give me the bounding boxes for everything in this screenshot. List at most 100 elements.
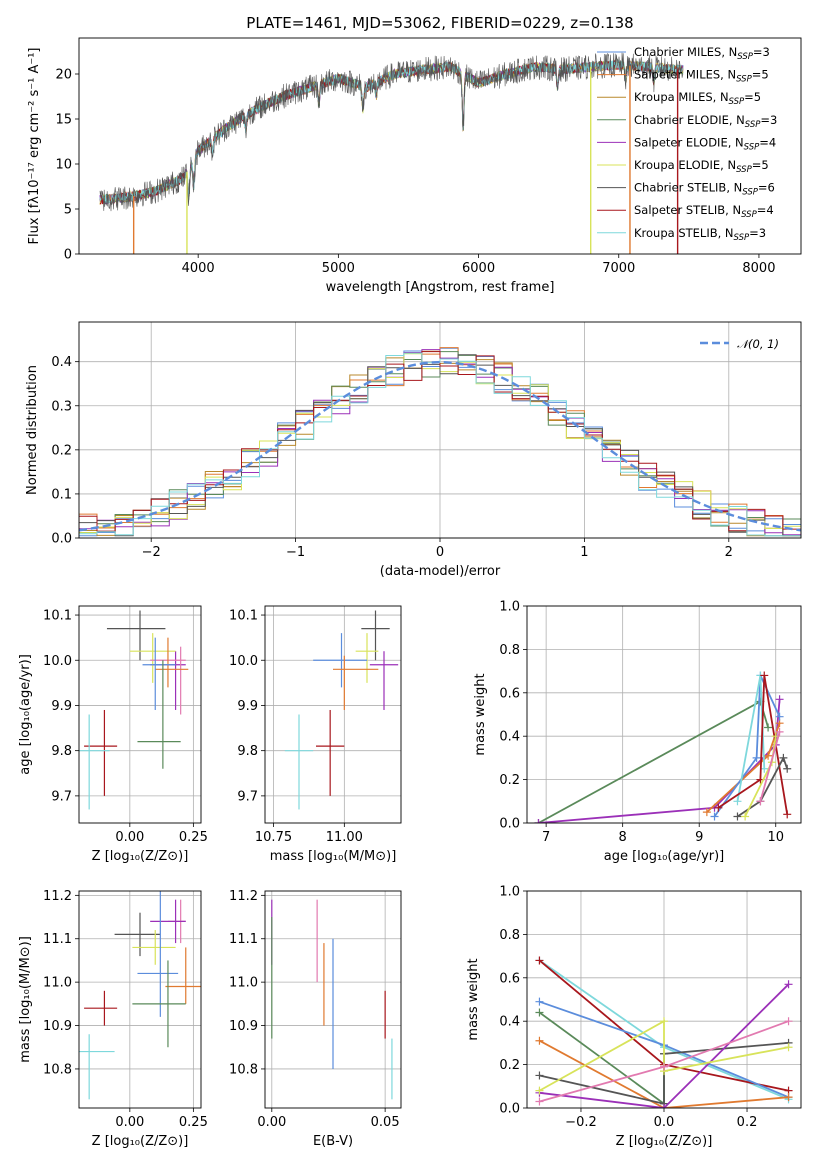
y-tick-label: 0.0 <box>499 1102 520 1117</box>
legend-entry: 𝒩(0, 1) <box>737 337 779 351</box>
errorbar-point <box>313 633 367 688</box>
y-tick-label: 10.8 <box>43 1062 72 1077</box>
errorbar-point <box>142 637 176 710</box>
x-axis-label: Z [log₁₀(Z/Z⊙)] <box>92 1134 189 1149</box>
weight-marker <box>535 1071 544 1080</box>
x-tick-label: 0.00 <box>257 1115 286 1130</box>
y-tick-label: 11.2 <box>229 889 258 904</box>
x-tick-label: 7 <box>542 830 550 845</box>
panel-spectrum: 4000 5000 6000 7000 8000 0 5 10 15 20 wavelength [… <box>27 14 802 295</box>
weight-marker <box>764 723 773 732</box>
panel-residuals: −2 −1 0 1 2 0.0 0.1 0.2 0.3 0.4 (data-model)/error… <box>25 321 802 579</box>
x-tick-label: 9 <box>695 830 703 845</box>
x-axis-label: Z [log₁₀(Z/Z⊙)] <box>92 849 189 864</box>
errorbar-point <box>333 655 379 710</box>
x-tick-label: 1 <box>580 545 588 560</box>
y-tick-label: 0.2 <box>499 1058 520 1073</box>
histogram-series <box>79 352 801 538</box>
legend-entry: Kroupa STELIB, NSSP=3 <box>634 226 766 243</box>
axes-frame <box>78 890 202 1109</box>
weight-marker <box>775 695 784 704</box>
errorbar-point <box>355 633 379 683</box>
weight-line <box>539 1019 789 1092</box>
weight-marker <box>535 956 544 965</box>
errorbar-point <box>150 899 186 944</box>
weight-line <box>539 983 790 1108</box>
errorbar-point <box>84 990 118 1026</box>
y-tick-label: 0.8 <box>499 643 520 658</box>
weight-marker <box>784 980 793 989</box>
weight-marker <box>784 1093 793 1102</box>
legend-entry: Chabrier STELIB, NSSP=6 <box>634 181 775 198</box>
weight-marker <box>660 1104 668 1108</box>
errorbar-point <box>132 960 186 1048</box>
axes-frame <box>78 321 802 539</box>
y-tick-label: 11.0 <box>43 976 72 991</box>
weight-line <box>737 755 789 818</box>
x-tick-label: 10 <box>767 830 784 845</box>
weight-line <box>713 675 781 818</box>
y-tick-label: 9.8 <box>237 744 258 759</box>
y-tick-label: 20 <box>55 68 72 83</box>
axes-frame <box>526 605 802 824</box>
legend-entry: Chabrier MILES, NSSP=3 <box>634 45 770 62</box>
y-tick-label: 9.8 <box>51 744 72 759</box>
weight-marker <box>783 810 792 819</box>
y-tick-label: 0.6 <box>499 686 520 701</box>
x-axis-label: Z [log₁₀(Z/Z⊙)] <box>616 1134 713 1149</box>
x-tick-label: 0.05 <box>371 1115 400 1130</box>
errorbar-point <box>165 947 201 1004</box>
axes-frame <box>78 37 802 255</box>
errorbar-point <box>137 660 181 769</box>
x-tick-label: 6000 <box>462 261 495 276</box>
errorbar-point <box>316 709 345 796</box>
panel-z_vs_age: 0.00 0.25 9.7 9.8 9.9 10.0 10.1 Z [log₁₀(Z/Z⊙)]… <box>18 605 208 864</box>
weight-marker <box>702 808 711 817</box>
chart-title: PLATE=1461, MJD=53062, FIBERID=0229, z=0… <box>246 14 633 32</box>
plot-area <box>535 956 793 1108</box>
plot-area <box>534 671 792 823</box>
plot-area <box>79 610 189 810</box>
y-tick-label: 10.9 <box>229 1019 258 1034</box>
errorbar-point <box>79 714 110 810</box>
x-tick-label: 0.0 <box>654 1115 675 1130</box>
errorbar-point <box>106 610 166 661</box>
x-tick-label: 8 <box>619 830 627 845</box>
legend-entry: Salpeter ELODIE, NSSP=4 <box>634 135 776 152</box>
y-tick-label: 9.7 <box>51 789 72 804</box>
weight-marker <box>535 1097 544 1106</box>
errorbar-point <box>114 912 161 957</box>
weight-marker <box>775 727 784 736</box>
y-tick-label: 10.9 <box>43 1019 72 1034</box>
y-tick-label: 0.4 <box>51 355 72 370</box>
normal-distribution-curve <box>79 360 801 532</box>
y-tick-label: 0.2 <box>499 773 520 788</box>
y-tick-label: 9.7 <box>237 789 258 804</box>
y-tick-label: 0.2 <box>51 443 72 458</box>
weight-line <box>538 699 781 823</box>
y-axis-label: Flux [fλ10⁻¹⁷ erg cm⁻² s⁻¹ A⁻¹] <box>27 48 42 245</box>
plot-area <box>79 891 201 1100</box>
x-tick-label: 0 <box>436 545 444 560</box>
weight-line <box>538 700 769 823</box>
weight-marker <box>710 812 719 821</box>
axes-frame <box>264 605 402 824</box>
errorbar-point <box>137 891 179 1017</box>
y-tick-label: 0.6 <box>499 971 520 986</box>
weight-marker <box>535 997 544 1006</box>
y-axis-label: age [log₁₀(age/yr)] <box>18 654 33 775</box>
y-tick-label: 0.1 <box>51 487 72 502</box>
y-tick-label: 9.9 <box>237 699 258 714</box>
x-tick-label: −0.2 <box>565 1115 597 1130</box>
y-tick-label: 0.4 <box>499 1015 520 1030</box>
y-tick-label: 11.1 <box>43 932 72 947</box>
x-tick-label: 0.25 <box>179 1115 208 1130</box>
histogram-series <box>79 354 801 538</box>
errorbar-point <box>284 714 314 810</box>
x-tick-label: 8000 <box>742 261 775 276</box>
x-tick-label: −1 <box>286 545 305 560</box>
y-tick-label: 5 <box>64 203 72 218</box>
legend-entry: Chabrier ELODIE, NSSP=3 <box>634 113 777 130</box>
y-tick-label: 0.3 <box>51 399 72 414</box>
